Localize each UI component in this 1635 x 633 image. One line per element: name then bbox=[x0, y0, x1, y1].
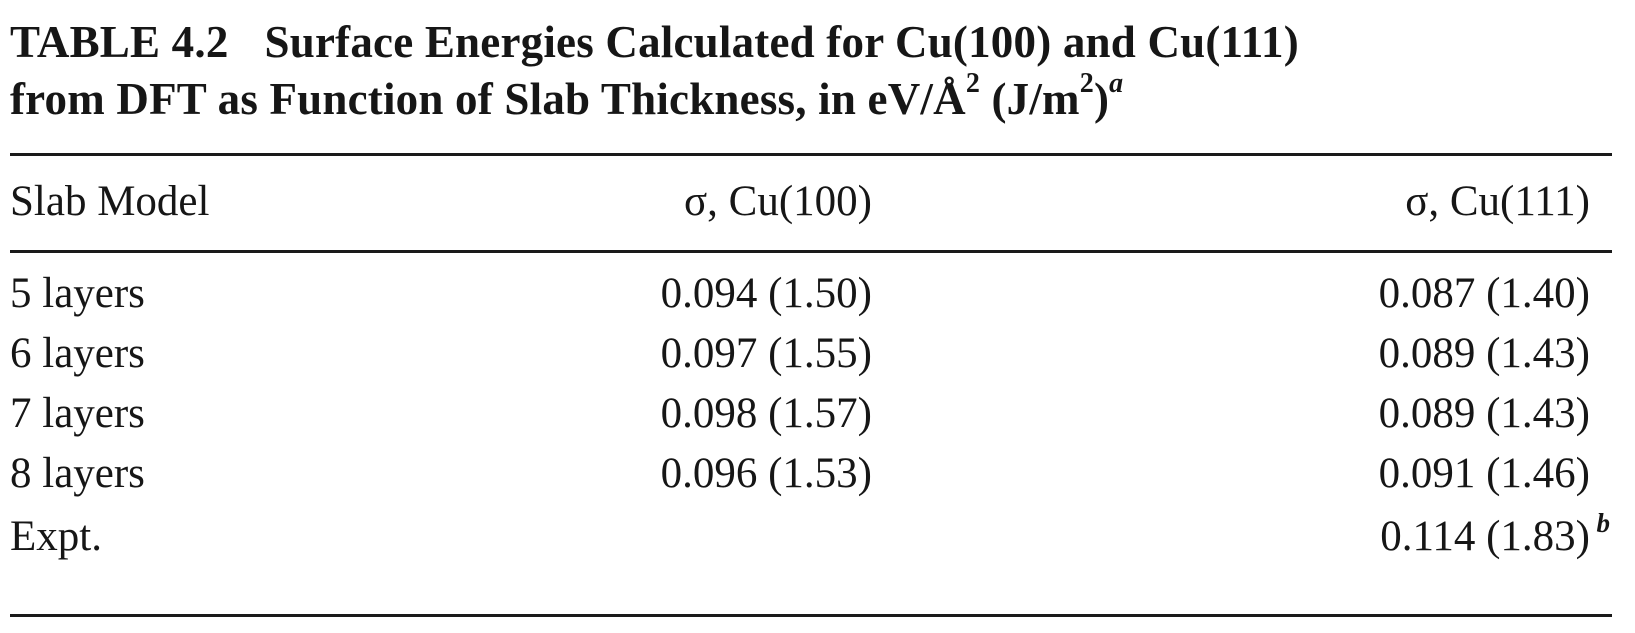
cell-slab-model: 5 layers bbox=[10, 270, 145, 317]
caption-title-line-2-pre: from DFT as Function of Slab Thickness, … bbox=[10, 74, 966, 124]
cell-cu100: 0.096 (1.53) bbox=[660, 450, 872, 497]
header-cu111: σ, Cu(111) bbox=[1405, 178, 1590, 225]
cell-cu111: 0.089 (1.43) bbox=[1379, 324, 1590, 384]
cell-slab-model: 8 layers bbox=[10, 450, 145, 497]
table-row: 5 layers 0.094 (1.50) 0.087 (1.40) bbox=[10, 264, 1612, 324]
table-row: Expt. 0.114 (1.83) b bbox=[10, 507, 1612, 567]
caption-footnote-mark: a bbox=[1109, 68, 1124, 99]
caption-superscript-meter-power: 2 bbox=[1079, 68, 1094, 99]
cell-cu111: 0.114 (1.83) b bbox=[1380, 508, 1610, 561]
caption-title-line-2-post: ) bbox=[1093, 74, 1110, 124]
cell-cu100: 0.098 (1.57) bbox=[660, 390, 872, 437]
cell-cu100: 0.094 (1.50) bbox=[660, 270, 872, 317]
caption-line-2: from DFT as Function of Slab Thickness, … bbox=[10, 68, 1610, 128]
caption-title-line-1: Surface Energies Calculated for Cu(100) … bbox=[264, 17, 1299, 67]
caption-line-1: TABLE 4.2 Surface Energies Calculated for… bbox=[10, 14, 1610, 71]
cell-cu111-value: 0.089 (1.43) bbox=[1378, 330, 1590, 377]
cell-cu111: 0.089 (1.43) bbox=[1379, 384, 1590, 444]
table-header-rule bbox=[10, 250, 1612, 253]
table-row: 8 layers 0.096 (1.53) 0.091 (1.46) bbox=[10, 444, 1612, 504]
caption-superscript-angstrom-power: 2 bbox=[965, 68, 981, 99]
cell-cu100: 0.097 (1.55) bbox=[660, 330, 872, 377]
table-row: 7 layers 0.098 (1.57) 0.089 (1.43) bbox=[10, 384, 1612, 444]
table-caption: TABLE 4.2 Surface Energies Calculated for… bbox=[10, 14, 1610, 128]
header-cu100: σ, Cu(100) bbox=[684, 178, 872, 225]
cell-slab-model: 7 layers bbox=[10, 390, 145, 437]
header-slab-model: Slab Model bbox=[10, 178, 210, 225]
cell-cu111-value: 0.114 (1.83) bbox=[1380, 513, 1590, 560]
caption-title-line-2-mid: (J/m bbox=[980, 74, 1080, 124]
table-label: TABLE 4.2 bbox=[10, 17, 229, 67]
table-header-row: Slab Model σ, Cu(100) σ, Cu(111) bbox=[10, 172, 1612, 232]
table-top-rule bbox=[10, 153, 1612, 156]
cell-cu111-value: 0.091 (1.46) bbox=[1378, 450, 1590, 497]
cell-cu111-value: 0.087 (1.40) bbox=[1378, 270, 1590, 317]
table-row: 6 layers 0.097 (1.55) 0.089 (1.43) bbox=[10, 324, 1612, 384]
cell-cu111: 0.087 (1.40) bbox=[1379, 264, 1590, 324]
table-bottom-rule bbox=[10, 614, 1612, 617]
cell-cu111: 0.091 (1.46) bbox=[1379, 444, 1590, 504]
cell-slab-model: 6 layers bbox=[10, 330, 145, 377]
cell-cu111-value: 0.089 (1.43) bbox=[1378, 390, 1590, 437]
cell-slab-model: Expt. bbox=[10, 513, 102, 560]
